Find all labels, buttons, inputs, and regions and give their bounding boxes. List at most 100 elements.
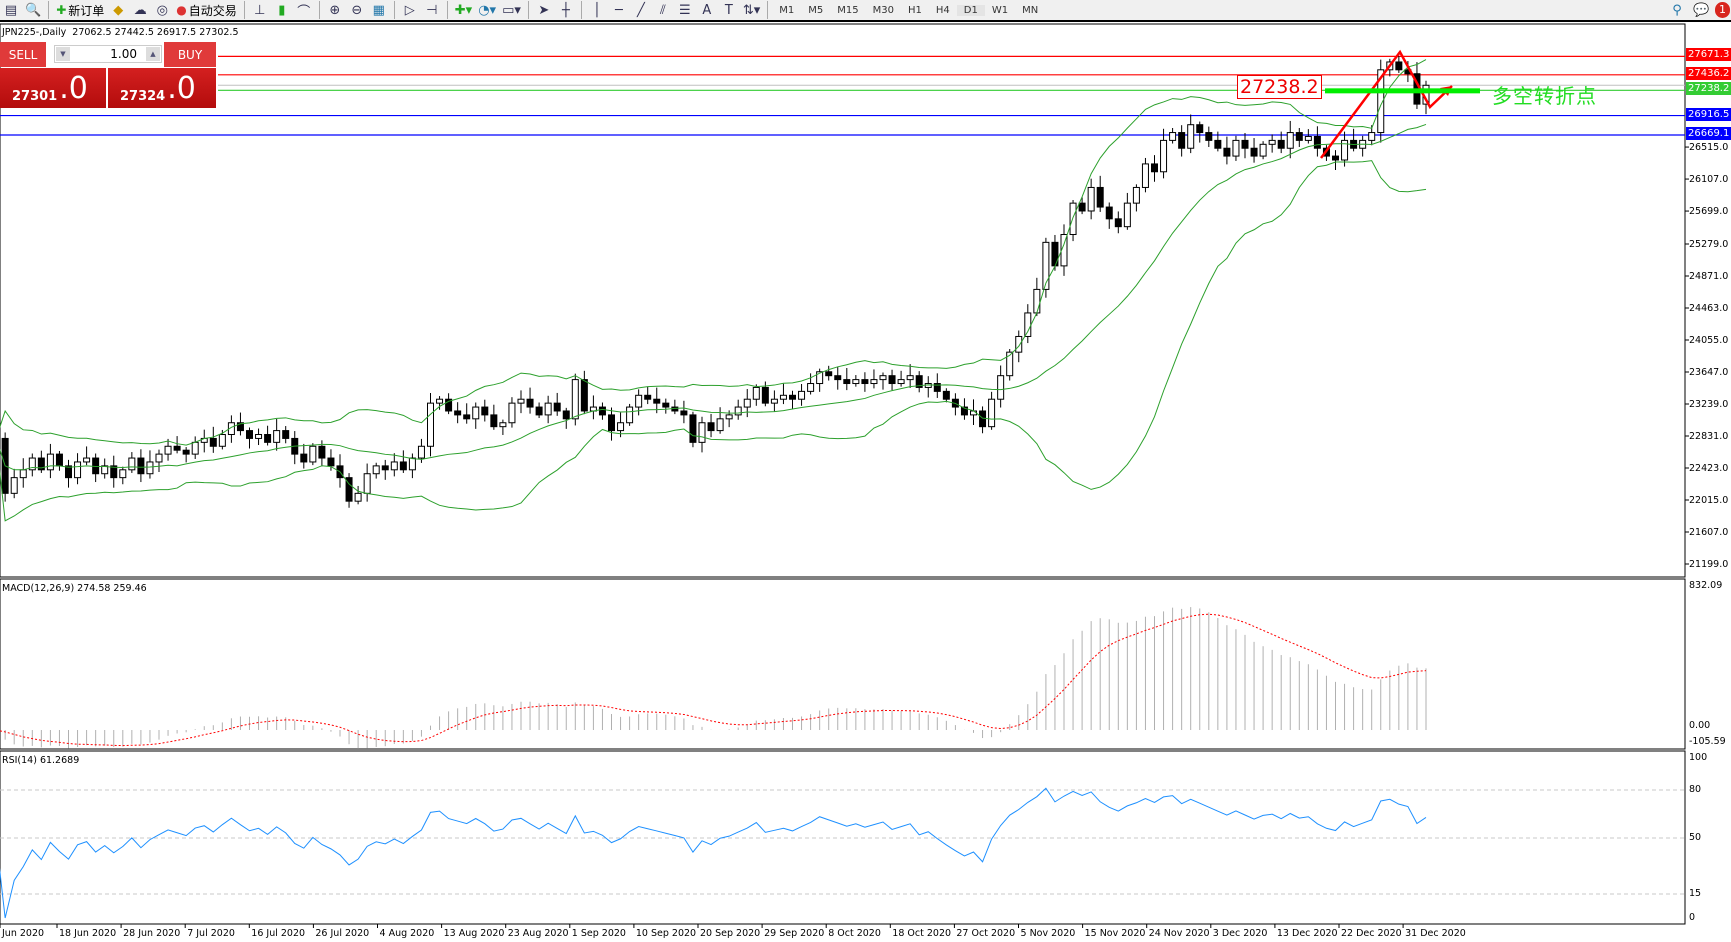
- timeframe-m15[interactable]: M15: [837, 4, 859, 16]
- zoom-in-icon[interactable]: ⊕: [329, 2, 341, 18]
- buy-button[interactable]: BUY: [164, 42, 216, 67]
- bear-candle: [535, 406, 543, 416]
- lot-increase-icon[interactable]: ▲: [146, 47, 160, 61]
- bear-candle: [562, 410, 570, 420]
- date-label: 16 Jul 2020: [251, 928, 306, 939]
- bull-candle: [807, 383, 815, 392]
- bull-candle: [255, 434, 263, 439]
- market-watch-icon[interactable]: ☁: [133, 2, 147, 18]
- sell-button[interactable]: SELL: [0, 42, 46, 67]
- candlestick-icon[interactable]: ▮: [278, 2, 286, 18]
- bull-candle: [1024, 312, 1032, 337]
- metaeditor-icon[interactable]: ◆: [113, 2, 124, 18]
- timeframe-h4[interactable]: H4: [935, 4, 950, 16]
- tile-windows-icon[interactable]: ▦: [372, 2, 385, 18]
- rsi-axis-label: 80: [1689, 784, 1702, 795]
- bear-candle: [454, 410, 462, 416]
- date-label: 7 Jul 2020: [187, 928, 235, 939]
- crosshair-icon[interactable]: ┼: [561, 2, 570, 18]
- green-pivot-bar: [1325, 88, 1480, 94]
- timeframe-m1[interactable]: M1: [779, 4, 795, 16]
- text-icon[interactable]: A: [702, 2, 712, 18]
- bear-candle: [789, 394, 796, 400]
- zoom-out-icon[interactable]: ⊖: [351, 2, 363, 18]
- date-label: 24 Nov 2020: [1148, 928, 1210, 939]
- new-order-button[interactable]: ✚ 新订单: [53, 0, 107, 20]
- templates-icon[interactable]: ▭▾: [502, 2, 521, 18]
- fibonacci-icon[interactable]: ☰: [679, 2, 691, 18]
- bear-candle: [345, 477, 353, 502]
- sell-price-button[interactable]: 27301 .0: [0, 68, 106, 108]
- date-label: 22 Dec 2020: [1341, 928, 1402, 939]
- timeframe-m5[interactable]: M5: [808, 4, 824, 16]
- divider: [393, 1, 395, 19]
- indicators-icon[interactable]: ✚▾: [454, 2, 473, 18]
- periods-icon[interactable]: ◔▾: [478, 2, 497, 18]
- buy-price-button[interactable]: 27324 .0: [108, 68, 216, 108]
- trendline-icon[interactable]: ╱: [636, 2, 645, 18]
- bear-candle: [1313, 135, 1321, 149]
- bear-candle: [209, 437, 217, 447]
- timeframe-h1[interactable]: H1: [908, 4, 922, 16]
- bear-candle: [526, 398, 534, 408]
- arrows-icon[interactable]: ⇅▾: [742, 2, 761, 18]
- bull-candle: [508, 402, 516, 424]
- bear-candle: [662, 402, 670, 408]
- search-icon[interactable]: ⚲: [1672, 2, 1682, 18]
- timeframe-w1[interactable]: W1: [991, 4, 1009, 16]
- bar-chart-icon[interactable]: ⊥: [254, 2, 266, 18]
- divider: [318, 1, 320, 19]
- notification-badge[interactable]: 1: [1715, 2, 1730, 18]
- autoscroll-icon[interactable]: ▷: [404, 2, 415, 18]
- price-axis-label: 26107.0: [1689, 174, 1729, 186]
- equidistant-channel-icon[interactable]: ⫽: [659, 2, 666, 18]
- line-chart-icon[interactable]: ⌒: [297, 4, 311, 20]
- timeframe-mn[interactable]: MN: [1022, 4, 1039, 16]
- chat-icon[interactable]: 💬: [1693, 2, 1710, 18]
- bull-candle: [28, 457, 36, 471]
- bull-candle: [617, 422, 625, 432]
- macd-axis-zero: 0.00: [1689, 720, 1711, 731]
- price-axis-label: 25699.0: [1689, 206, 1729, 218]
- horizontal-line-icon[interactable]: ─: [614, 2, 623, 18]
- date-label: 20 Sep 2020: [700, 928, 761, 939]
- price-axis-label: 24055.0: [1689, 335, 1729, 346]
- date-label: 1 Sep 2020: [571, 928, 626, 939]
- bear-candle: [1332, 155, 1339, 161]
- chart-shift-icon[interactable]: ⊣: [426, 2, 438, 18]
- bull-candle: [734, 406, 742, 416]
- vertical-line-icon[interactable]: │: [592, 2, 601, 18]
- lot-size-input[interactable]: 1.00: [54, 45, 162, 63]
- auto-trading-button[interactable]: ● 自动交易: [173, 0, 240, 20]
- bear-candle: [173, 445, 181, 451]
- bull-candle: [1368, 132, 1376, 141]
- bull-candle: [101, 465, 109, 475]
- timeframe-m30[interactable]: M30: [872, 4, 895, 16]
- bull-candle: [798, 390, 806, 400]
- bear-candle: [264, 434, 272, 443]
- bull-candle: [1268, 139, 1276, 145]
- bear-candle: [1395, 61, 1403, 71]
- bear-candle: [653, 398, 661, 404]
- price-axis-label: 23239.0: [1689, 399, 1729, 410]
- text-label-icon[interactable]: T: [724, 2, 733, 18]
- price-annotation[interactable]: 27238.2: [1237, 75, 1322, 99]
- bull-candle: [472, 406, 480, 420]
- bull-candle: [1169, 132, 1177, 141]
- bull-candle: [427, 402, 434, 447]
- price-axis-label: 24463.0: [1689, 303, 1729, 314]
- bollinger-lower: [0, 160, 1427, 522]
- bull-candle: [770, 398, 778, 404]
- bull-candle: [10, 477, 18, 494]
- timeframe-d1[interactable]: D1: [956, 4, 985, 16]
- new-chart-icon[interactable]: ▤: [4, 2, 18, 18]
- buy-price-main: 27324: [120, 89, 166, 104]
- profiles-icon[interactable]: 🔍: [25, 2, 42, 18]
- pivot-annotation-text[interactable]: 多空转折点: [1492, 84, 1597, 108]
- bear-candle: [580, 379, 588, 412]
- lot-decrease-icon[interactable]: ▼: [56, 47, 70, 61]
- cursor-icon[interactable]: ➤: [538, 2, 550, 18]
- bear-candle: [915, 375, 923, 388]
- signals-icon[interactable]: ◎: [156, 2, 168, 18]
